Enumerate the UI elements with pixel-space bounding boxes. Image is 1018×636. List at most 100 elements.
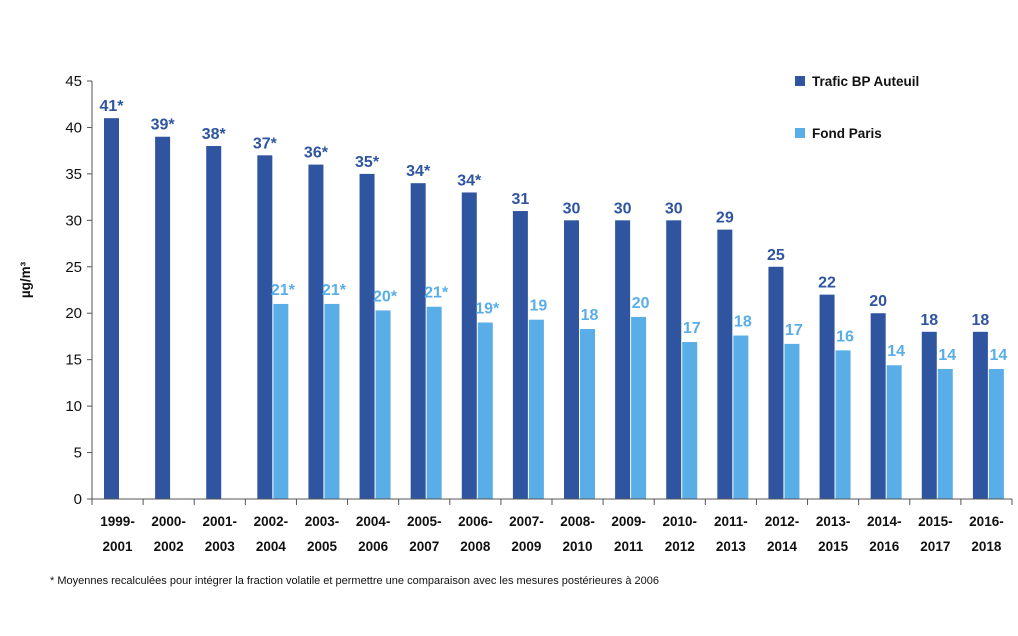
data-label-fond: 19*: [475, 301, 500, 318]
bar-trafic: [717, 229, 733, 499]
x-tick-label: 2016: [869, 539, 900, 554]
x-tick-label: 2011: [614, 539, 644, 554]
x-tick-label: 2006-: [458, 514, 493, 529]
bar-fond: [477, 322, 493, 499]
bar-fond: [784, 343, 800, 499]
x-tick-label: 2003-: [305, 514, 340, 529]
y-tick-label: 5: [74, 445, 82, 462]
legend-swatch-fond: [795, 128, 805, 138]
x-tick-label: 2007: [409, 539, 439, 554]
y-tick-label: 45: [65, 73, 82, 90]
bar-fond: [324, 303, 340, 499]
y-tick-label: 10: [65, 398, 82, 415]
series-trafic-bars: [104, 118, 988, 500]
x-tick-label: 2013-: [816, 514, 851, 529]
data-label-fond: 14: [887, 343, 905, 360]
x-tick-label: 2015-: [918, 514, 953, 529]
bar-trafic: [819, 294, 835, 499]
data-label-fond: 20*: [373, 288, 398, 305]
data-label-trafic: 20: [869, 293, 887, 310]
x-tick-label: 2010-: [663, 514, 698, 529]
y-tick-label: 0: [74, 491, 82, 508]
data-label-trafic: 22: [818, 275, 836, 292]
x-tick-label: 2005-: [407, 514, 442, 529]
x-tick-label: 2010: [563, 539, 593, 554]
bar-fond: [682, 342, 698, 499]
y-tick-label: 25: [65, 259, 82, 276]
bar-fond: [375, 310, 391, 499]
legend-swatch-trafic: [795, 76, 805, 86]
x-tick-label: 2012: [665, 539, 695, 554]
data-label-fond: 18: [581, 307, 599, 324]
data-label-fond: 21*: [424, 285, 449, 302]
bar-fond: [273, 303, 289, 499]
data-label-fond: 21*: [271, 282, 296, 299]
bar-fond: [886, 365, 902, 499]
x-tick-label: 2001: [103, 539, 134, 554]
bar-fond: [937, 368, 953, 499]
x-tick-label: 2014: [767, 539, 798, 554]
x-tick-label: 2016-: [969, 514, 1004, 529]
data-label-trafic: 30: [665, 200, 683, 217]
data-label-trafic: 25: [767, 247, 785, 264]
y-tick-label: 15: [65, 352, 82, 369]
series-fond-bars: [273, 303, 1004, 499]
data-label-trafic: 31: [511, 191, 529, 208]
x-tick-label: 2002-: [254, 514, 289, 529]
data-label-fond: 14: [989, 347, 1007, 364]
x-tick-label: 2015: [818, 539, 849, 554]
x-tick-label: 2018: [971, 539, 1002, 554]
x-tick-label: 2002: [154, 539, 184, 554]
data-label-fond: 17: [683, 320, 701, 337]
bar-trafic: [155, 136, 171, 499]
data-label-trafic: 41*: [99, 98, 124, 115]
x-tick-label: 2005: [307, 539, 338, 554]
data-label-trafic: 39*: [151, 117, 176, 134]
data-label-fond: 21*: [322, 282, 347, 299]
bar-trafic: [870, 313, 886, 499]
bar-trafic: [512, 211, 528, 500]
legend-label-trafic: Trafic BP Auteuil: [812, 74, 919, 89]
data-label-fond: 17: [785, 322, 803, 339]
y-tick-label: 20: [65, 305, 82, 322]
bar-fond: [835, 350, 851, 499]
data-label-trafic: 29: [716, 210, 734, 227]
y-axis-label: µg/m³: [18, 261, 33, 298]
x-tick-label: 1999-: [100, 514, 135, 529]
bar-trafic: [359, 173, 375, 499]
bar-fond: [580, 329, 595, 499]
data-label-trafic: 35*: [355, 154, 380, 171]
bar-trafic: [461, 192, 477, 499]
bar-trafic: [666, 220, 682, 500]
data-label-trafic: 38*: [202, 126, 227, 143]
x-tick-label: 2000-: [151, 514, 186, 529]
x-tick-label: 2017: [920, 539, 950, 554]
data-label-fond: 18: [734, 314, 752, 331]
x-tick-label: 2012-: [765, 514, 800, 529]
bar-trafic: [257, 155, 273, 500]
x-tick-label: 2004-: [356, 514, 391, 529]
x-tick-label: 2014-: [867, 514, 902, 529]
data-label-fond: 20: [632, 295, 650, 312]
bar-trafic: [615, 220, 631, 500]
bar-fond: [528, 319, 544, 499]
bar-trafic: [206, 146, 222, 499]
y-tick-label: 40: [65, 119, 82, 136]
bar-trafic: [564, 220, 579, 500]
data-label-trafic: 30: [614, 200, 632, 217]
x-tick-label: 2009: [511, 539, 541, 554]
data-label-trafic: 18: [971, 312, 989, 329]
data-label-fond: 16: [836, 328, 854, 345]
x-tick-label: 2008: [460, 539, 491, 554]
x-tick-label: 2013: [716, 539, 747, 554]
data-label-trafic: 34*: [406, 163, 431, 180]
bar-trafic: [972, 331, 988, 499]
bar-trafic: [104, 118, 119, 500]
x-tick-label: 2004: [256, 539, 287, 554]
data-label-trafic: 34*: [457, 172, 482, 189]
bar-trafic: [921, 331, 937, 499]
data-label-fond: 14: [938, 347, 956, 364]
legend: Trafic BP Auteuil Fond Paris: [795, 74, 919, 141]
x-tick-label: 2011-: [714, 514, 748, 529]
